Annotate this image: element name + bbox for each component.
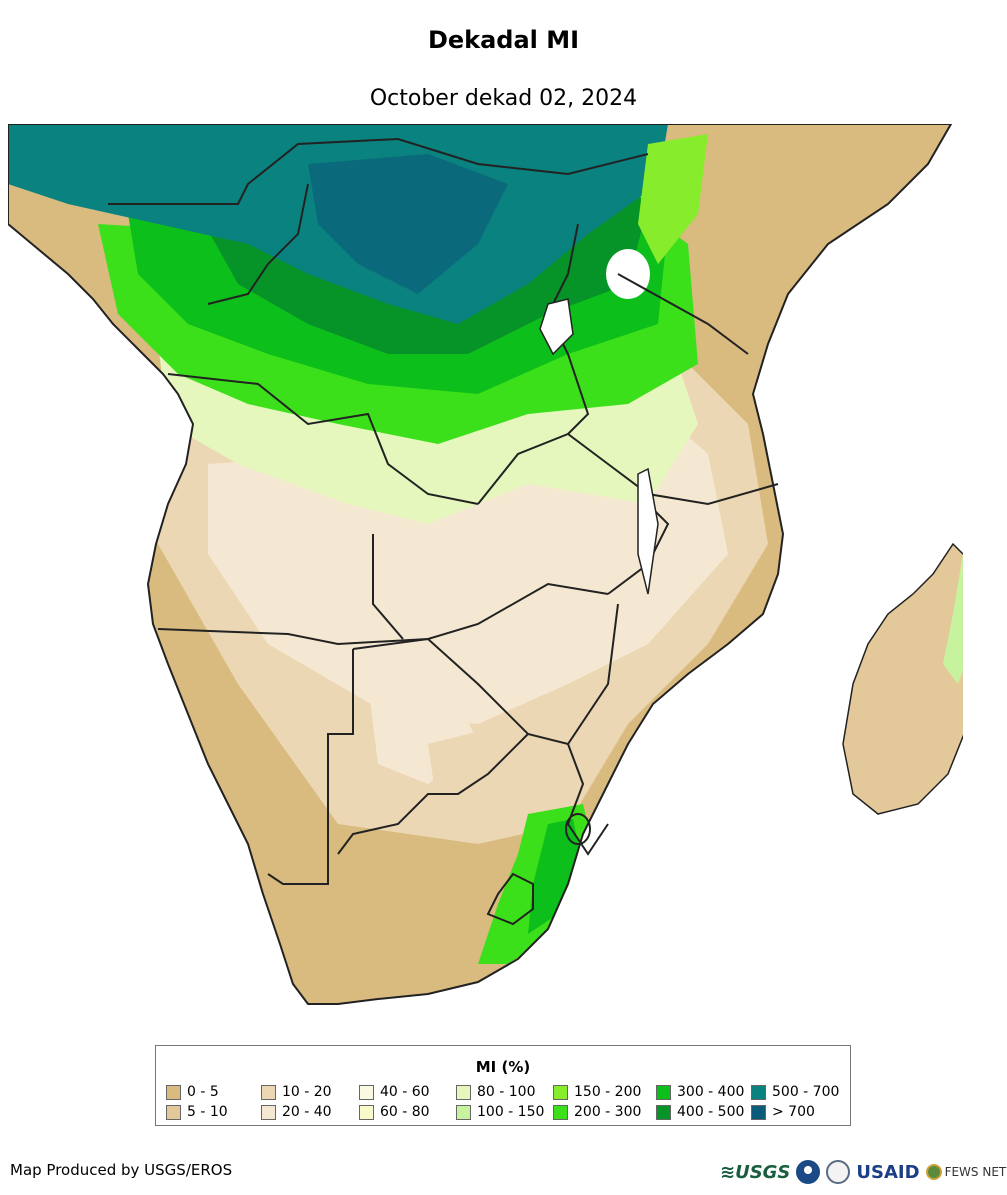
map-title: Dekadal MI xyxy=(427,26,580,54)
legend-swatch xyxy=(261,1084,276,1100)
legend-label: 300 - 400 xyxy=(677,1084,745,1100)
legend-label: 0 - 5 xyxy=(187,1084,219,1100)
legend-item: 500 - 700 xyxy=(751,1084,839,1100)
legend-label: 60 - 80 xyxy=(380,1104,430,1120)
fews-logo: FEWS NET xyxy=(925,1164,1007,1180)
legend-item: 0 - 5 xyxy=(166,1084,219,1100)
country-borders xyxy=(108,137,779,926)
legend-label: > 700 xyxy=(772,1104,815,1120)
legend-item: 40 - 60 xyxy=(359,1084,430,1100)
legend-item: 10 - 20 xyxy=(261,1084,332,1100)
legend-label: 40 - 60 xyxy=(380,1084,430,1100)
legend-label: 200 - 300 xyxy=(574,1104,642,1120)
legend-item: 100 - 150 xyxy=(456,1104,544,1120)
lakes xyxy=(539,298,659,595)
legend-label: 80 - 100 xyxy=(477,1084,536,1100)
legend-label: 500 - 700 xyxy=(772,1084,840,1100)
legend-swatch xyxy=(751,1104,766,1120)
legend-item: 20 - 40 xyxy=(261,1104,332,1120)
legend-label: 100 - 150 xyxy=(477,1104,545,1120)
legend-label: 5 - 10 xyxy=(187,1104,228,1120)
legend-swatch xyxy=(166,1104,181,1120)
seal-logo-icon xyxy=(826,1160,851,1184)
fews-text: FEWS NET xyxy=(944,1165,1007,1179)
legend-item: 200 - 300 xyxy=(553,1104,641,1120)
legend-item: 400 - 500 xyxy=(656,1104,744,1120)
legend-item: 300 - 400 xyxy=(656,1084,744,1100)
legend-swatch xyxy=(553,1104,568,1120)
noaa-logo-icon xyxy=(796,1160,821,1184)
legend-swatch xyxy=(359,1104,374,1120)
legend-title: MI (%) xyxy=(475,1058,531,1076)
legend-item: > 700 xyxy=(751,1104,815,1120)
usaid-logo: USAID xyxy=(856,1161,920,1183)
legend-swatch xyxy=(359,1084,374,1100)
legend-item: 5 - 10 xyxy=(166,1104,228,1120)
madagascar xyxy=(842,542,963,815)
legend-swatch xyxy=(553,1084,568,1100)
legend-swatch xyxy=(261,1104,276,1120)
legend-swatch xyxy=(456,1104,471,1120)
legend-swatch xyxy=(166,1084,181,1100)
globe-icon xyxy=(925,1164,942,1180)
credit-text: Map Produced by USGS/EROS xyxy=(10,1161,233,1179)
legend-label: 20 - 40 xyxy=(282,1104,332,1120)
mi-map xyxy=(8,124,963,1005)
partner-logos: ≋USGS USAID FEWS NET xyxy=(720,1155,1006,1189)
legend-item: 80 - 100 xyxy=(456,1084,536,1100)
legend: MI (%) 0 - 5 5 - 10 10 - 20 20 - 40 40 - 60 6… xyxy=(155,1045,851,1126)
legend-label: 400 - 500 xyxy=(677,1104,745,1120)
usgs-logo: ≋USGS xyxy=(720,1161,791,1183)
legend-swatch xyxy=(656,1104,671,1120)
legend-swatch xyxy=(656,1084,671,1100)
legend-label: 10 - 20 xyxy=(282,1084,332,1100)
legend-item: 150 - 200 xyxy=(553,1084,641,1100)
legend-item: 60 - 80 xyxy=(359,1104,430,1120)
legend-swatch xyxy=(456,1084,471,1100)
land-mi-layer xyxy=(8,124,951,1004)
map-subtitle: October dekad 02, 2024 xyxy=(369,86,638,111)
legend-swatch xyxy=(751,1084,766,1100)
legend-label: 150 - 200 xyxy=(574,1084,642,1100)
